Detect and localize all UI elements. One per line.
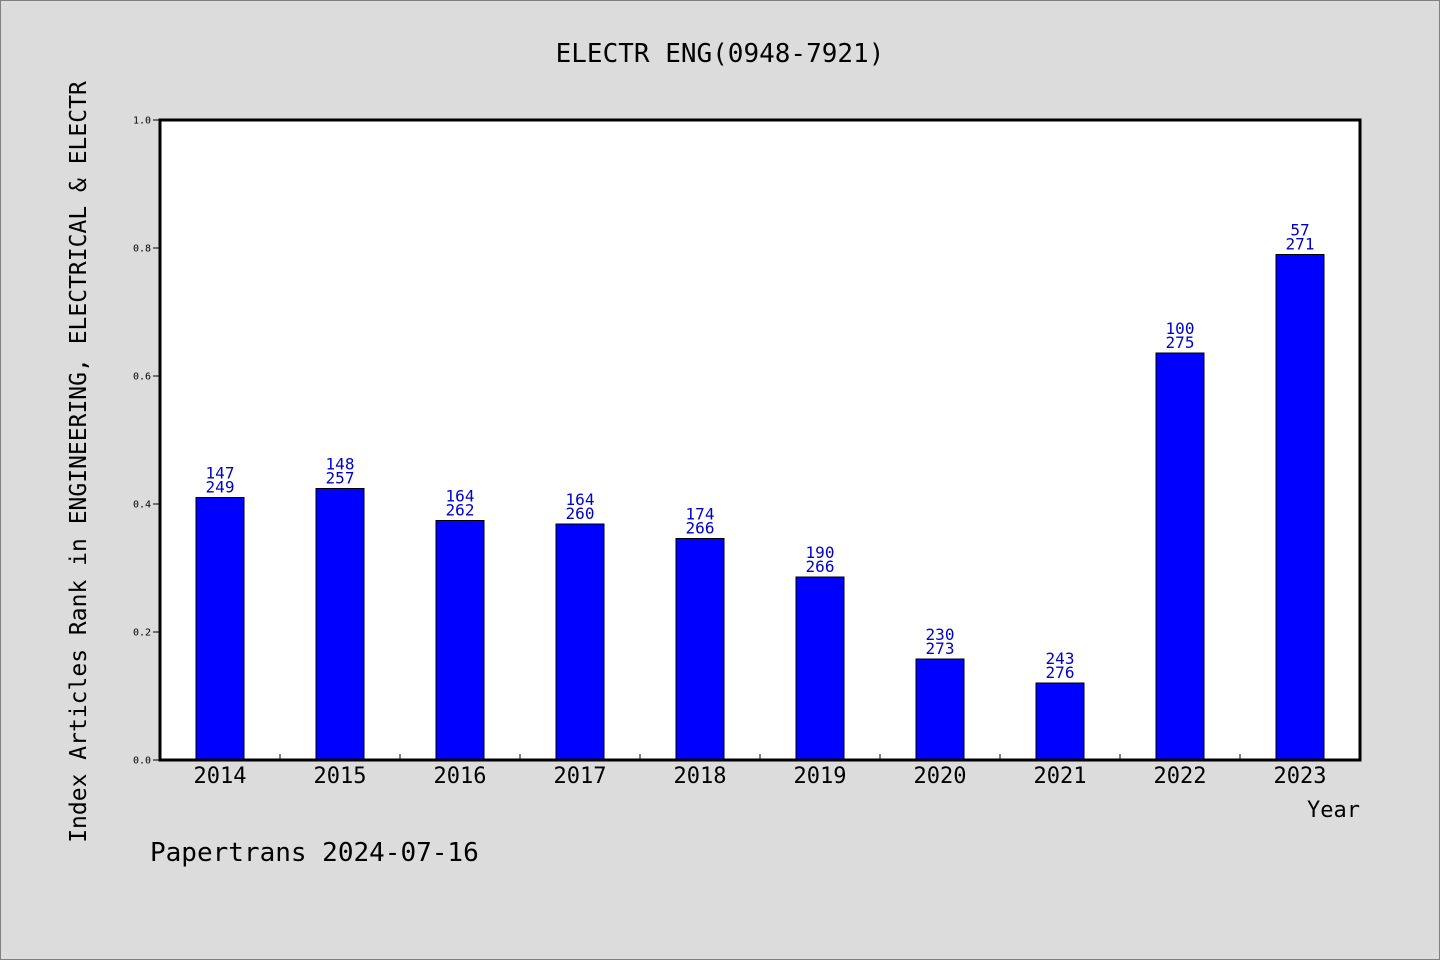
x-tick-label: 2014 [194,764,247,789]
data-label: 164 [566,490,595,509]
data-label: 266 [686,519,715,538]
data-label: 230 [926,625,955,644]
y-axis: 0.0 0.2 0.4 0.6 0.8 1.0 [133,116,160,767]
data-label: 100 [1166,319,1195,338]
data-label: 174 [686,505,715,524]
bar-2019 [795,576,845,761]
bar-2021 [1035,682,1085,761]
bar-2018 [675,538,725,761]
data-label: 276 [1046,663,1075,682]
y-tick-label: 0.8 [133,244,151,255]
bar-2017 [555,523,605,761]
chart-title: ELECTR ENG(0948-7921) [556,39,885,69]
x-tick-label: 2022 [1154,764,1207,789]
bars-group [195,253,1325,761]
data-label: 262 [446,501,475,520]
data-label: 57 [1290,220,1309,239]
data-label: 249 [206,478,235,497]
footer-text: Papertrans 2024-07-16 [150,838,479,868]
bar-2015 [315,488,365,761]
bar-2020 [915,658,965,761]
data-label: 275 [1166,333,1195,352]
data-label: 273 [926,639,955,658]
data-label: 257 [326,469,355,488]
x-tick-label: 2018 [674,764,727,789]
x-axis-label: Year [1307,798,1360,823]
data-label: 260 [566,504,595,523]
x-tick-label: 2021 [1034,764,1087,789]
data-label: 190 [806,543,835,562]
bar-2014 [195,497,245,761]
data-label: 147 [206,464,235,483]
x-axis: 2014 2015 2016 2017 2018 2019 2020 2021 2022 2023 [194,754,1327,789]
bar-2016 [435,520,485,761]
y-tick-label: 0.0 [133,756,151,767]
x-tick-label: 2020 [914,764,967,789]
x-tick-label: 2016 [434,764,487,789]
data-label: 164 [446,487,475,506]
y-tick-label: 0.6 [133,372,151,383]
x-tick-label: 2023 [1274,764,1327,789]
bar-2023 [1275,253,1325,761]
x-tick-label: 2017 [554,764,607,789]
data-label: 148 [326,455,355,474]
y-tick-label: 0.2 [133,628,151,639]
x-tick-label: 2019 [794,764,847,789]
data-label: 266 [806,557,835,576]
x-tick-label: 2015 [314,764,367,789]
data-label: 243 [1046,649,1075,668]
data-label: 271 [1286,234,1315,253]
y-axis-label: Index Articles Rank in ENGINEERING, ELEC… [66,81,92,843]
bar-2022 [1155,352,1205,761]
y-tick-label: 0.4 [133,500,151,511]
y-tick-label: 1.0 [133,116,151,127]
